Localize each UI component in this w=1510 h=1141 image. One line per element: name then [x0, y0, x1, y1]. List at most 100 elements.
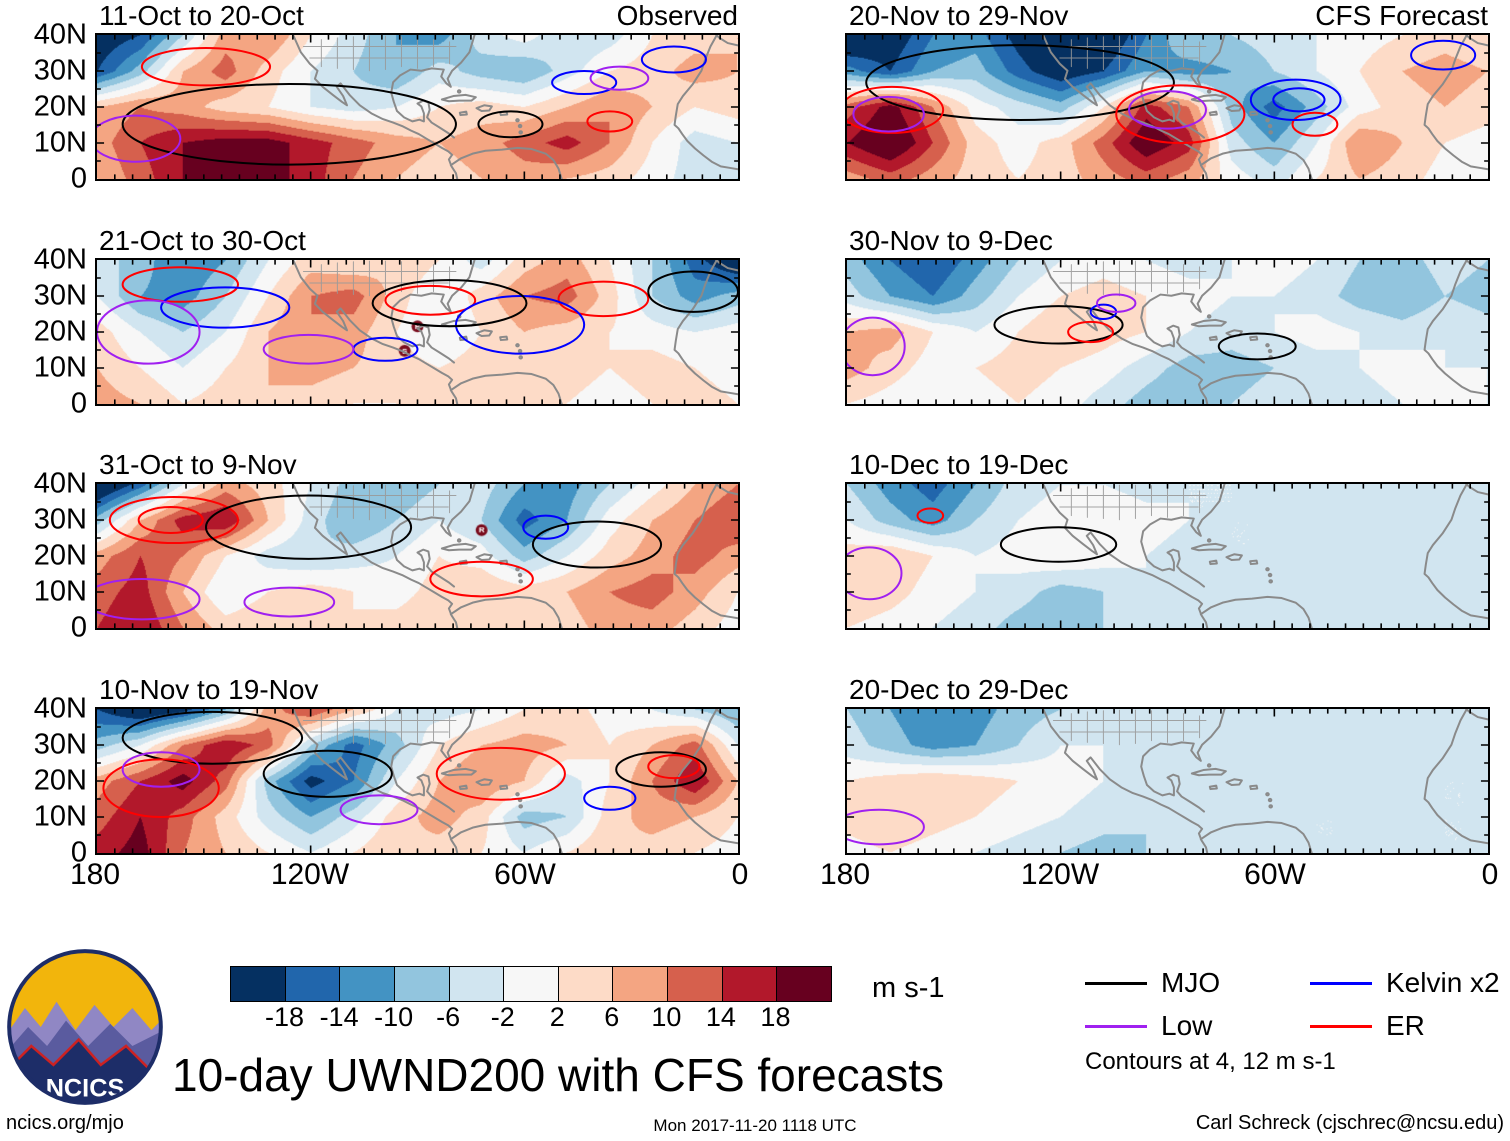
panel-11-oct-to-20-oct: 11-Oct to 20-Oct Observed 40N 30N 20N 10N 0	[34, 0, 740, 193]
legend-label: Low	[1161, 1010, 1213, 1041]
map-overlay	[97, 260, 738, 404]
legend-column-2: Kelvin x2 ER	[1310, 967, 1510, 1054]
colorbar-tick-label: -2	[490, 1002, 515, 1032]
y-axis-label: 10N	[33, 575, 87, 608]
map-overlay	[847, 35, 1488, 179]
legend-item-low: Low	[1085, 1010, 1295, 1041]
x-axis-label: 120W	[1020, 858, 1100, 891]
panel-title: 10-Dec to 19-Dec	[849, 449, 1069, 480]
y-axis-labels: 40N 30N 20N 10N 0	[3, 469, 91, 642]
panel-20-dec-to-29-dec: 20-Dec to 29-Dec	[845, 674, 1490, 855]
colorbar-cell	[394, 967, 450, 1001]
panel-title: 30-Nov to 9-Dec	[849, 225, 1053, 256]
ncics-logo: NCICS	[7, 949, 163, 1105]
x-axis-label: 180	[819, 858, 871, 891]
panel-title: 21-Oct to 30-Oct	[99, 225, 306, 256]
x-axis-left: 180 120W 60W 0	[70, 858, 748, 894]
kelvin-contour-line	[1310, 981, 1372, 985]
panel-title: 20-Dec to 29-Dec	[849, 674, 1069, 705]
legend-label: ER	[1386, 1010, 1425, 1041]
legend-label: Kelvin x2	[1386, 967, 1500, 998]
colorbar-units: m s-1	[872, 972, 945, 1004]
y-axis-label: 0	[70, 162, 87, 195]
y-axis-label: 0	[70, 836, 87, 869]
x-axis-label: 60W	[1244, 858, 1306, 891]
colorbar-cell	[613, 967, 669, 1001]
x-axis-label: 60W	[494, 858, 556, 891]
map-overlay	[847, 260, 1488, 404]
colorbar-labels: -18 -14 -10 -6 -2 2 6 10 14 18	[230, 1002, 830, 1032]
colorbar-tick-label: 10	[651, 1002, 682, 1032]
y-axis-label: 20N	[33, 90, 87, 123]
colorbar-cell	[504, 967, 559, 1001]
y-axis-label: 40N	[33, 18, 87, 51]
colorbar-cell	[449, 967, 505, 1001]
x-axis-label: 120W	[270, 858, 350, 891]
footer-credit: Carl Schreck (cjschrec@ncsu.edu)	[1195, 1112, 1504, 1134]
map-overlay	[97, 709, 738, 853]
legend-column-1: MJO Low	[1085, 967, 1295, 1054]
y-axis-label: 30N	[33, 279, 87, 312]
colorbar-tick-label: 2	[549, 1002, 565, 1032]
panel-10-dec-to-19-dec: 10-Dec to 19-Dec	[845, 449, 1490, 630]
colorbar-cell	[231, 967, 286, 1001]
y-axis-labels: 40N 30N 20N 10N 0	[3, 20, 91, 193]
colorbar-cell	[777, 967, 832, 1001]
panel-title: 10-Nov to 19-Nov	[99, 674, 319, 705]
panel-31-oct-to-9-nov: 31-Oct to 9-Nov 40N 30N 20N 10N 0	[34, 449, 740, 642]
colorbar-tick-label: -6	[436, 1002, 461, 1032]
y-axis-label: 20N	[33, 315, 87, 348]
x-axis-label: 0	[1481, 858, 1499, 891]
y-axis-label: 40N	[33, 467, 87, 500]
y-axis-label: 0	[70, 611, 87, 644]
y-axis-label: 10N	[33, 800, 87, 833]
y-axis-label: 30N	[33, 728, 87, 761]
colorbar-cell	[340, 967, 395, 1001]
mjo-contour-line	[1085, 981, 1147, 985]
colorbar-tick-label: 6	[604, 1002, 620, 1032]
colorbar	[230, 966, 832, 1002]
x-axis-right: 180 120W 60W 0	[820, 858, 1498, 894]
figure-title: 10-day UWND200 with CFS forecasts	[172, 1049, 945, 1101]
panel-21-oct-to-30-oct: 21-Oct to 30-Oct 40N 30N 20N 10N 0	[34, 225, 740, 418]
column-label-observed: Observed	[616, 0, 738, 31]
y-axis-label: 30N	[33, 54, 87, 87]
legend-item-mjo: MJO	[1085, 967, 1295, 998]
legend-item-kelvin: Kelvin x2	[1310, 967, 1510, 998]
colorbar-tick-label: 14	[705, 1002, 736, 1032]
colorbar-cell	[285, 967, 341, 1001]
y-axis-label: 20N	[33, 764, 87, 797]
panel-10-nov-to-19-nov: 10-Nov to 19-Nov 40N 30N 20N 10N 0	[34, 674, 740, 867]
colorbar-tick-label: -18	[265, 1002, 305, 1032]
x-axis-label: 0	[731, 858, 749, 891]
panel-title: 11-Oct to 20-Oct	[99, 0, 304, 31]
colorbar-tick-label: -10	[374, 1002, 414, 1032]
map-overlay	[847, 484, 1488, 628]
footer-timestamp: Mon 2017-11-20 1118 UTC	[653, 1116, 857, 1135]
map-overlay	[97, 35, 738, 179]
y-axis-label: 0	[70, 387, 87, 420]
colorbar-cell	[668, 967, 723, 1001]
panel-30-nov-to-9-dec: 30-Nov to 9-Dec	[845, 225, 1490, 406]
panel-title: 31-Oct to 9-Nov	[99, 449, 297, 480]
colorbar-cell	[722, 967, 778, 1001]
y-axis-label: 10N	[33, 351, 87, 384]
footer-site: ncics.org/mjo	[6, 1112, 124, 1134]
y-axis-labels: 40N 30N 20N 10N 0	[3, 694, 91, 867]
column-label-cfs-forecast: CFS Forecast	[1315, 0, 1488, 31]
y-axis-label: 10N	[33, 126, 87, 159]
map-overlay	[97, 484, 738, 628]
y-axis-label: 40N	[33, 243, 87, 276]
y-axis-label: 30N	[33, 503, 87, 536]
panel-title: 20-Nov to 29-Nov	[849, 0, 1069, 31]
colorbar-cell	[558, 967, 614, 1001]
x-axis-label: 180	[69, 858, 121, 891]
y-axis-label: 20N	[33, 539, 87, 572]
low-contour-line	[1085, 1024, 1147, 1028]
contour-note: Contours at 4, 12 m s-1	[1085, 1048, 1336, 1075]
er-contour-line	[1310, 1024, 1372, 1028]
legend-item-er: ER	[1310, 1010, 1510, 1041]
panel-20-nov-to-29-nov: 20-Nov to 29-Nov CFS Forecast	[845, 0, 1490, 181]
legend-label: MJO	[1161, 967, 1221, 998]
map-overlay	[847, 709, 1488, 853]
